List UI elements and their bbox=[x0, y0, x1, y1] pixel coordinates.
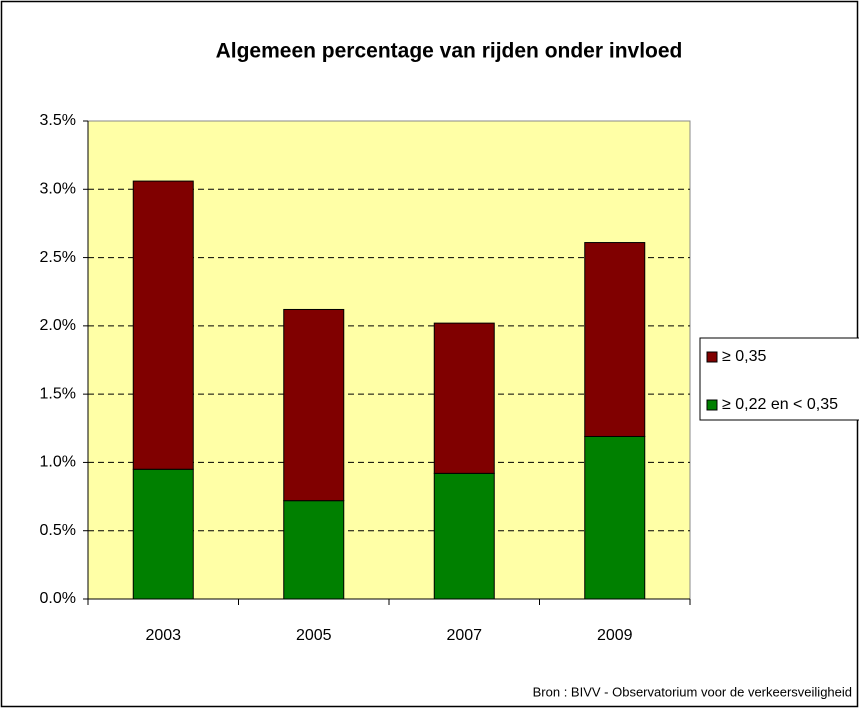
legend-label: ≥ 0,22 en < 0,35 bbox=[722, 396, 838, 413]
bar-segment bbox=[433, 322, 495, 474]
bar-segment bbox=[283, 500, 345, 600]
bar-segment bbox=[283, 308, 345, 502]
y-tick-label: 1.0% bbox=[40, 454, 76, 471]
legend-box bbox=[699, 337, 859, 421]
y-tick-label: 2.5% bbox=[40, 249, 76, 266]
x-tick-label: 2009 bbox=[597, 627, 633, 644]
y-tick-label: 3.5% bbox=[40, 112, 76, 129]
y-tick-label: 3.0% bbox=[40, 181, 76, 198]
bar-segment bbox=[132, 180, 194, 470]
y-tick-label: 1.5% bbox=[40, 385, 76, 402]
x-tick-label: 2003 bbox=[145, 627, 181, 644]
legend-swatch bbox=[706, 399, 718, 411]
y-tick-label: 0.0% bbox=[40, 590, 76, 607]
bar-segment bbox=[132, 468, 194, 600]
bar-segment bbox=[433, 472, 495, 600]
chart-title: Algemeen percentage van rijden onder inv… bbox=[216, 40, 683, 63]
legend-swatch bbox=[706, 351, 718, 363]
y-tick-label: 0.5% bbox=[40, 522, 76, 539]
source-note: Bron : BIVV - Observatorium voor de verk… bbox=[533, 684, 852, 699]
x-tick-label: 2005 bbox=[296, 627, 332, 644]
x-tick-label: 2007 bbox=[446, 627, 482, 644]
bar-segment bbox=[584, 435, 646, 600]
y-tick-label: 2.0% bbox=[40, 317, 76, 334]
bar-segment bbox=[584, 242, 646, 437]
legend-label: ≥ 0,35 bbox=[722, 348, 766, 365]
